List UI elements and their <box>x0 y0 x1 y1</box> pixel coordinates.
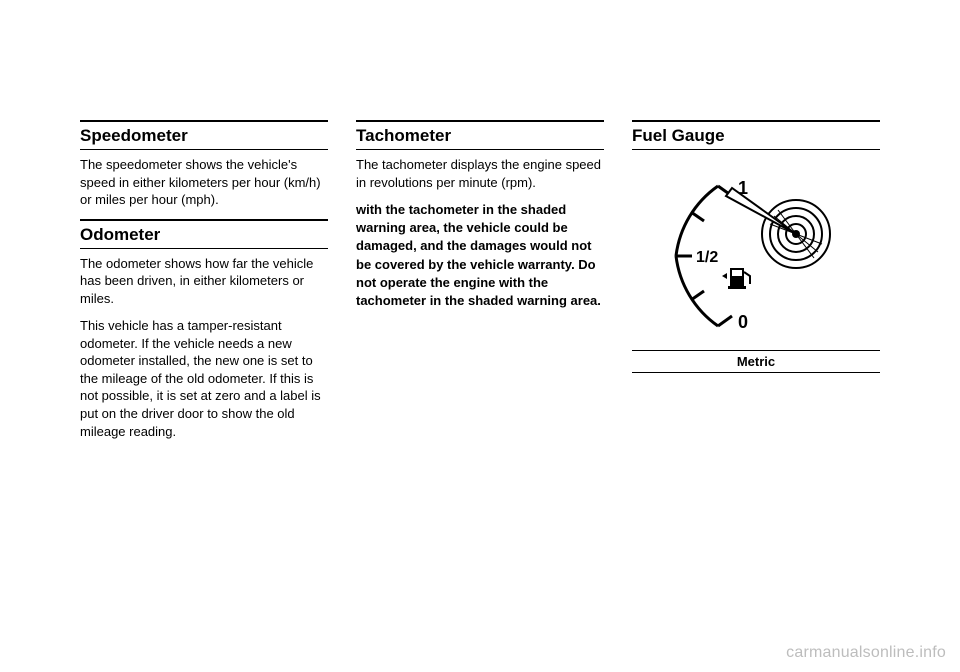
watermark-text: carmanualsonline.info <box>786 644 946 662</box>
gauge-label-half: 1/2 <box>696 249 718 266</box>
column-1: Speedometer The speedometer shows the ve… <box>80 120 328 450</box>
fuel-gauge-caption: Metric <box>632 350 880 373</box>
column-3: Fuel Gauge 1 1/2 <box>632 120 880 450</box>
fuel-gauge-svg: 1 1/2 0 <box>646 156 866 346</box>
tachometer-title: Tachometer <box>356 120 604 150</box>
page-columns: Speedometer The speedometer shows the ve… <box>0 0 960 450</box>
column-2: Tachometer The tachometer displays the e… <box>356 120 604 450</box>
fuel-gauge-title: Fuel Gauge <box>632 120 880 150</box>
tachometer-text: The tachometer displays the engine speed… <box>356 156 604 191</box>
fuel-gauge-figure: 1 1/2 0 <box>632 156 880 373</box>
odometer-text-2: This vehicle has a tamper-resistant odom… <box>80 317 328 440</box>
odometer-text-1: The odometer shows how far the vehicle h… <box>80 255 328 308</box>
odometer-title: Odometer <box>80 219 328 249</box>
fuel-pump-icon <box>722 268 750 289</box>
tachometer-warning: with the tachometer in the shaded warnin… <box>356 201 604 310</box>
gauge-label-empty: 0 <box>738 312 748 332</box>
speedometer-title: Speedometer <box>80 120 328 150</box>
speedometer-text: The speedometer shows the vehicle's spee… <box>80 156 328 209</box>
